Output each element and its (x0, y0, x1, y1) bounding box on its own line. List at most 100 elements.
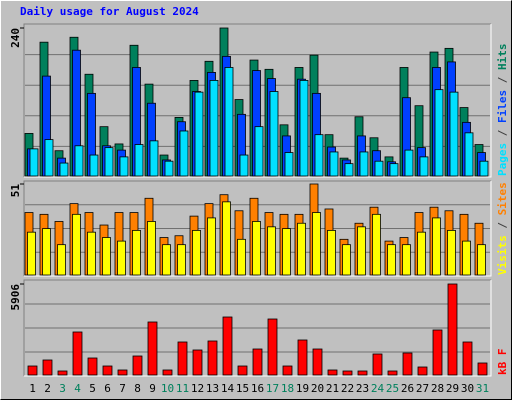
x-tick-label: 3 (59, 382, 66, 395)
legend-separator: / (496, 215, 509, 235)
bar (297, 222, 306, 276)
legend-entry: Sites (496, 182, 509, 215)
panel-edge (23, 279, 491, 376)
bar (147, 321, 158, 376)
y-tick-label: 5906 (9, 284, 22, 311)
bar (42, 228, 51, 276)
bar (29, 148, 39, 177)
bar (447, 229, 456, 276)
legend: Pages / Files / Hits (496, 44, 509, 177)
bar (252, 221, 261, 276)
panel-edge (24, 181, 492, 277)
bar (132, 229, 141, 276)
bar (312, 348, 323, 376)
bar (479, 160, 489, 177)
bar (299, 80, 309, 177)
legend-entry: Hits (496, 44, 509, 71)
bar (327, 369, 338, 376)
x-tick-label: 12 (191, 382, 204, 395)
bar (149, 140, 159, 177)
x-tick-label: 23 (356, 382, 369, 395)
x-tick-label: 15 (236, 382, 249, 395)
x-tick-label: 24 (371, 382, 385, 395)
x-tick-label: 4 (74, 382, 81, 395)
bar (192, 349, 203, 376)
bar (314, 134, 324, 177)
bar (254, 126, 264, 177)
bar (192, 229, 201, 276)
legend-entry: Visits (496, 235, 509, 275)
x-tick-label: 26 (401, 382, 414, 395)
bar (87, 231, 96, 276)
bar (477, 244, 486, 276)
panel-edge (23, 23, 491, 177)
legend-entry: Files (496, 90, 509, 123)
bar (42, 359, 53, 376)
bar (269, 91, 279, 177)
legend-entry: Pages (496, 143, 509, 176)
bar (179, 130, 189, 177)
bar (402, 352, 413, 376)
bar (357, 226, 366, 276)
bar (27, 231, 36, 276)
bar (432, 329, 443, 376)
x-tick-label: 5 (89, 382, 96, 395)
bar (207, 340, 218, 376)
bar (477, 362, 488, 376)
panel-edge (23, 180, 491, 276)
bar (284, 152, 294, 177)
bar (267, 318, 278, 376)
bar (342, 370, 353, 376)
bar (117, 240, 126, 276)
bar (297, 339, 308, 376)
bar (389, 163, 399, 177)
bar (104, 147, 114, 177)
x-tick-label: 2 (44, 382, 51, 395)
x-tick-label: 17 (266, 382, 279, 395)
bar (419, 156, 429, 177)
bar (462, 240, 471, 276)
panel-edge (24, 24, 492, 178)
legend-entry: kB F (496, 349, 509, 376)
x-tick-label: 21 (326, 382, 339, 395)
x-tick-label: 28 (431, 382, 444, 395)
bar (162, 244, 171, 276)
bar (329, 151, 339, 177)
x-tick-label: 10 (161, 382, 174, 395)
bar (222, 316, 233, 376)
bar (282, 365, 293, 376)
bar (432, 217, 441, 276)
bar (312, 212, 321, 276)
bar (117, 369, 128, 376)
bar (282, 228, 291, 276)
bar (344, 163, 354, 177)
x-tick-label: 29 (446, 382, 459, 395)
bar (224, 67, 234, 177)
bar (132, 355, 143, 376)
bar (434, 89, 444, 177)
bar (209, 80, 219, 177)
bar (417, 231, 426, 276)
bar (207, 217, 216, 276)
bar (327, 229, 336, 276)
legend: kB F (496, 349, 509, 376)
x-tick-label: 19 (296, 382, 309, 395)
bar (162, 369, 173, 376)
bar (387, 244, 396, 276)
bar (222, 201, 231, 276)
x-tick-label: 25 (386, 382, 399, 395)
y-tick-label: 240 (9, 28, 22, 48)
bar (194, 91, 204, 177)
x-tick-label: 27 (416, 382, 429, 395)
y-tick-label: 51 (9, 184, 22, 198)
bar (177, 244, 186, 276)
x-tick-label: 8 (134, 382, 141, 395)
x-tick-label: 16 (251, 382, 264, 395)
x-tick-label: 1 (29, 382, 36, 395)
x-tick-label: 31 (476, 382, 489, 395)
bar (252, 348, 263, 376)
x-tick-label: 18 (281, 382, 294, 395)
legend-separator: / (496, 70, 509, 90)
